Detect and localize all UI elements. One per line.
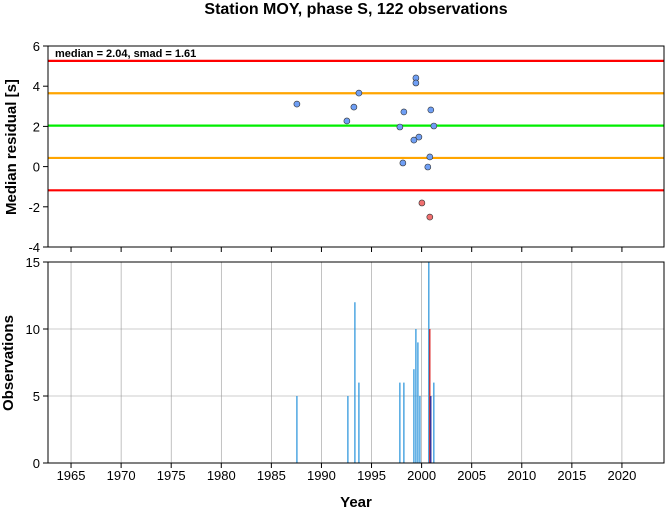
x-axis-label: Year [340,494,372,511]
point [343,117,351,125]
x-tick-label: 2005 [457,468,486,483]
y-tick-label: 15 [26,255,40,270]
point [400,108,408,116]
plot-frame [47,45,665,248]
annotation: median = 2.04, smad = 1.61 [55,48,196,60]
y-tick-label: 0 [33,456,40,471]
y-tick-label: 4 [33,79,40,94]
point [410,136,418,144]
point [399,159,407,167]
x-tick-label: 1995 [357,468,386,483]
x-tick-label: 1985 [257,468,286,483]
y-tick-label: 10 [26,322,40,337]
point [415,133,423,141]
x-tick-label: 1965 [57,468,86,483]
x-tick-label: 2010 [507,468,536,483]
x-tick-label: 1980 [207,468,236,483]
x-tick-label: 1990 [307,468,336,483]
x-tick-label: 1975 [157,468,186,483]
y-tick-label: -2 [28,200,40,215]
point [396,123,404,131]
point [427,106,435,114]
x-tick-label: 1970 [107,468,136,483]
point [418,199,426,207]
y-tick-label: -4 [28,240,40,255]
point [426,213,434,221]
y-tick-label: 5 [33,389,40,404]
point [426,153,434,161]
y-axis-label: Observations [0,315,17,411]
point [355,89,363,97]
x-tick-label: 2020 [607,468,636,483]
chart-title: Station MOY, phase S, 122 observations [204,1,507,18]
y-tick-label: 0 [33,160,40,175]
point [412,79,420,87]
x-tick-label: 2000 [407,468,436,483]
y-tick-label: 6 [33,39,40,54]
point [350,103,358,111]
point [293,100,301,108]
point [430,122,438,130]
y-axis-label: Median residual [s] [3,79,20,215]
plot-frame [47,261,665,464]
point [424,163,432,171]
y-tick-label: 2 [33,119,40,134]
x-tick-label: 2015 [557,468,586,483]
